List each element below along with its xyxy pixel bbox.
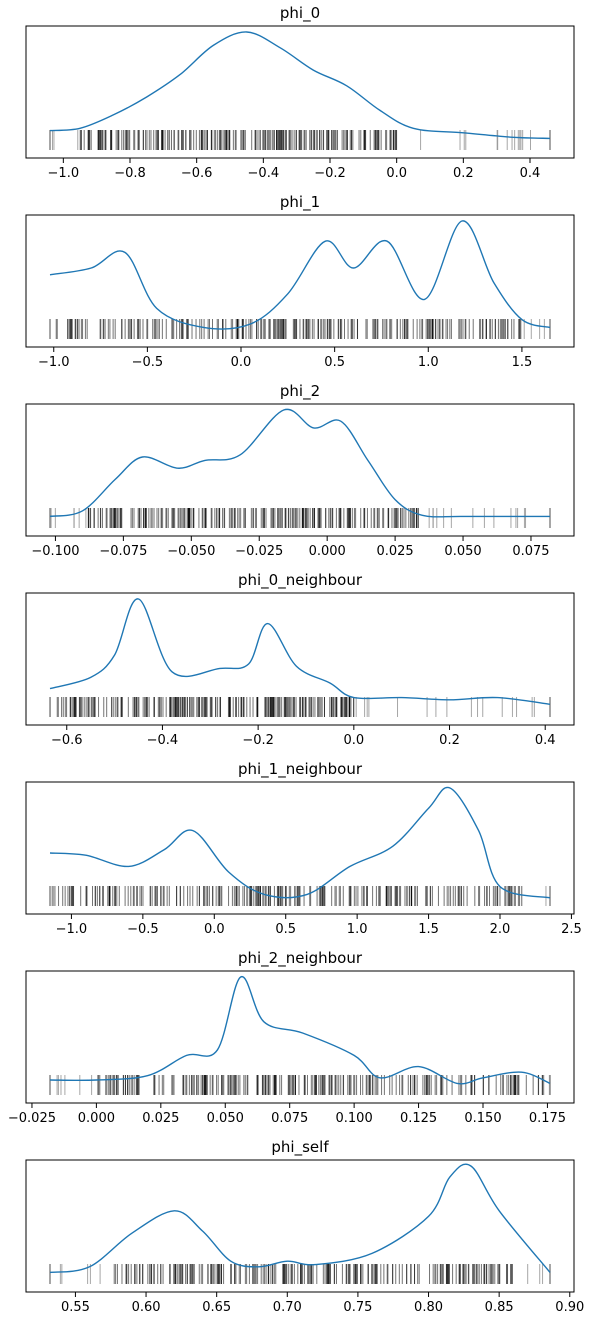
x-tick-label: 0.075 [271,1111,308,1126]
x-tick-label: −0.4 [248,166,280,181]
plot-frame [25,214,575,348]
plot-frame [25,970,575,1104]
kde-curve [49,1163,551,1274]
x-tick-label: 1.5 [418,922,439,937]
x-tick-label: −0.6 [181,166,213,181]
x-tick-label: −0.8 [114,166,146,181]
rug-plot [49,1264,551,1284]
x-axis: 0.55 0.60 0.65 0.70 0.75 0.80 0.85 0.90 [61,1292,584,1315]
x-tick-label: 0.150 [464,1111,501,1126]
x-tick-label: 0.85 [485,1300,514,1315]
x-tick-label: 0.75 [343,1300,372,1315]
x-tick-label: −0.025 [8,1111,56,1126]
x-tick-label: 0.125 [400,1111,437,1126]
kde-curve [49,598,551,705]
x-tick-label: 0.000 [309,544,346,559]
rug-plot [49,508,551,528]
x-tick-label: 2.5 [561,922,582,937]
kde-curve [49,31,551,140]
x-tick-label: −0.5 [132,355,164,370]
x-tick-label: 0.4 [535,733,556,748]
x-tick-label: −0.6 [51,733,83,748]
x-tick-label: 0.025 [142,1111,179,1126]
x-tick-label: 0.175 [529,1111,566,1126]
x-tick-label: −0.075 [99,544,147,559]
subplot-title: phi_2 [280,382,320,401]
x-axis: −0.100 −0.075 −0.050 −0.025 0.000 0.025 0.050 0… [31,536,550,559]
x-tick-label: 2.0 [490,922,511,937]
x-axis: −0.025 0.000 0.025 0.050 0.075 0.100 0.125 0.15… [8,1103,566,1126]
subplot-phi_1_neighbour: phi_1_neighbour −1.0 −0.5 0.0 0.5 1.0 1.5 2.0 2.… [25,760,582,937]
x-tick-label: 0.075 [512,544,549,559]
x-tick-label: 0.2 [453,166,474,181]
x-tick-label: 0.025 [376,544,413,559]
x-tick-label: 1.0 [347,922,368,937]
x-tick-label: −0.025 [235,544,283,559]
subplot-title: phi_1 [280,193,320,212]
x-tick-label: 0.050 [444,544,481,559]
x-tick-label: −1.0 [38,355,70,370]
subplot-phi_0_neighbour: phi_0_neighbour −0.6 −0.4 −0.2 0.0 0.2 0.4 [25,571,575,748]
subplot-title: phi_0_neighbour [238,571,363,590]
plot-frame [25,781,575,915]
x-tick-label: −0.4 [147,733,179,748]
x-tick-label: 0.55 [61,1300,90,1315]
plot-frame [25,25,575,159]
x-tick-label: −0.2 [242,733,274,748]
kde-curve [49,976,551,1085]
x-tick-label: −1.0 [48,166,80,181]
x-tick-label: 0.050 [207,1111,244,1126]
x-tick-label: −1.0 [56,922,88,937]
x-tick-label: 0.60 [132,1300,161,1315]
x-tick-label: 0.0 [343,733,364,748]
x-axis: −0.6 −0.4 −0.2 0.0 0.2 0.4 [51,725,556,748]
rug-plot [49,319,551,339]
x-tick-label: 0.2 [439,733,460,748]
kde-curve [49,408,551,518]
x-tick-label: 0.65 [202,1300,231,1315]
subplot-phi_2: phi_2 −0.100 −0.075 −0.050 −0.025 0.000 0.025 0… [25,382,575,559]
x-tick-label: 0.100 [336,1111,373,1126]
subplot-title: phi_1_neighbour [238,760,363,779]
x-tick-label: 0.0 [204,922,225,937]
x-tick-label: 0.5 [275,922,296,937]
x-tick-label: 1.0 [418,355,439,370]
subplot-title: phi_self [271,1138,329,1157]
subplot-phi_0: phi_0 −1.0 −0.8 −0.6 −0.4 −0.2 0.0 0.2 0.4 [25,4,575,181]
x-tick-label: 0.4 [520,166,541,181]
rug-plot [49,886,551,906]
plot-frame [25,1159,575,1293]
x-axis: −1.0 −0.5 0.0 0.5 1.0 1.5 2.0 2.5 [56,914,582,937]
subplot-phi_2_neighbour: phi_2_neighbour −0.025 0.000 0.025 0.050 0.07… [8,949,575,1126]
plot-frame [25,592,575,726]
x-tick-label: −0.100 [31,544,79,559]
rug-plot [49,1075,551,1095]
subplot-phi_1: phi_1 −1.0 −0.5 0.0 0.5 1.0 1.5 [25,193,575,370]
kde-curve [49,786,551,899]
subplot-phi_self: phi_self 0.55 0.60 0.65 0.70 0.75 0.80 0.85 0.90 [25,1138,584,1315]
x-axis: −1.0 −0.8 −0.6 −0.4 −0.2 0.0 0.2 0.4 [48,158,541,181]
rug-plot [49,130,551,150]
x-tick-label: −0.050 [167,544,215,559]
x-tick-label: −0.2 [314,166,346,181]
plot-frame [25,403,575,537]
x-tick-label: 0.80 [414,1300,443,1315]
subplot-title: phi_2_neighbour [238,949,363,968]
x-tick-label: 0.70 [273,1300,302,1315]
x-tick-label: 1.5 [512,355,533,370]
x-tick-label: 0.000 [78,1111,115,1126]
x-tick-label: 0.90 [555,1300,584,1315]
kde-curve [49,220,551,330]
x-tick-label: 0.5 [324,355,345,370]
x-tick-label: 0.0 [231,355,252,370]
x-tick-label: 0.0 [386,166,407,181]
x-tick-label: −0.5 [127,922,159,937]
x-axis: −1.0 −0.5 0.0 0.5 1.0 1.5 [38,347,532,370]
rug-plot [49,697,551,717]
subplot-title: phi_0 [280,4,320,23]
